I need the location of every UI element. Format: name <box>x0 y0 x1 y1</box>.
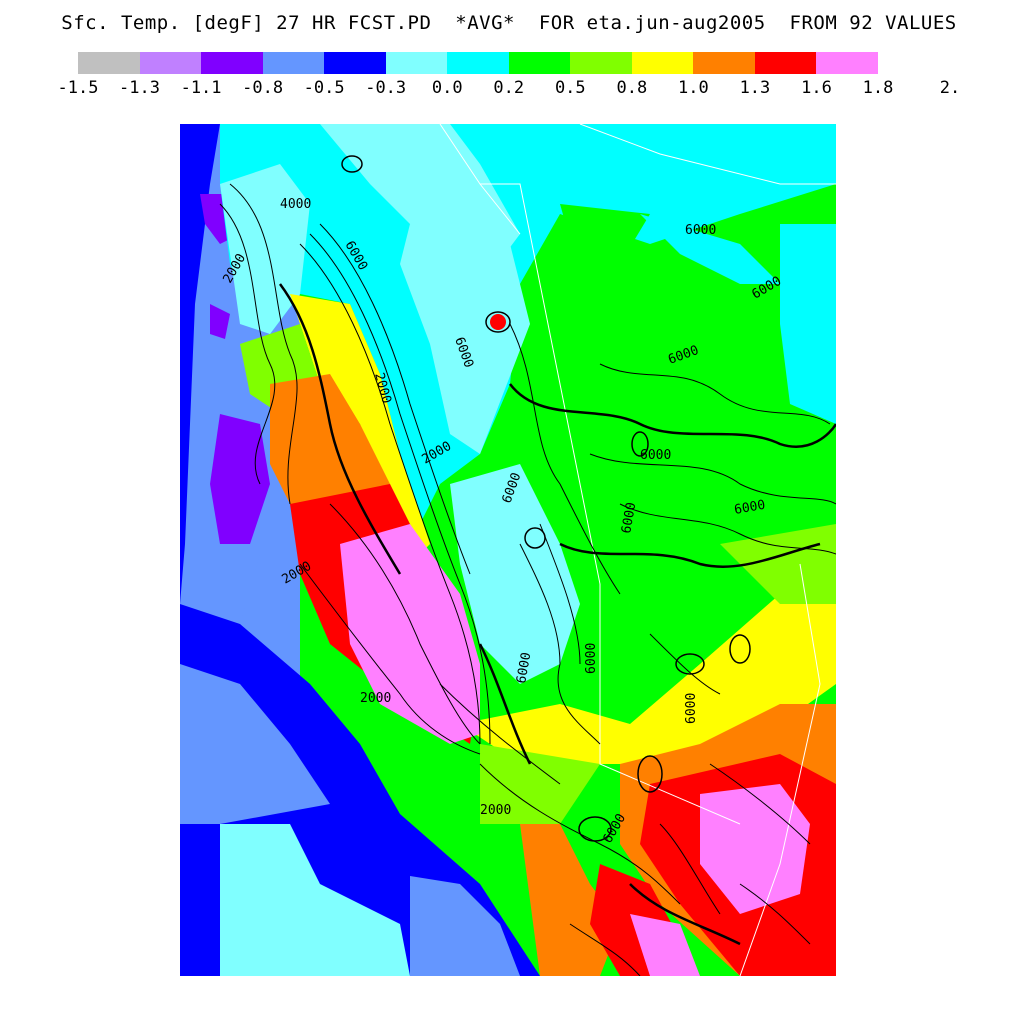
contour-label: 6000 <box>584 643 599 674</box>
legend-label: -1.5 <box>57 78 99 98</box>
legend-swatch <box>324 52 387 74</box>
region-orange-socal <box>520 824 620 976</box>
legend-label: -1.3 <box>119 78 161 98</box>
legend-swatch <box>262 52 325 74</box>
legend-swatch <box>693 52 756 74</box>
region-pink-arizona <box>700 784 810 914</box>
ocean-cornflower-south <box>410 876 520 976</box>
region-lightgreen-south <box>480 744 600 824</box>
legend-swatch <box>78 52 141 74</box>
map-canvas: 4000 2000 6000 2000 6000 2000 6000 6000 … <box>180 124 836 976</box>
contour-label: 2000 <box>360 691 391 706</box>
contour-label: 4000 <box>280 197 311 212</box>
map-title: Sfc. Temp. [degF] 27 HR FCST.PD *AVG* FO… <box>61 12 957 34</box>
region-cyan-east <box>780 224 836 424</box>
legend-label: -0.8 <box>242 78 284 98</box>
legend-label: -1.1 <box>180 78 222 98</box>
state-border-2 <box>480 183 741 825</box>
contour-label: 6000 <box>619 501 639 534</box>
region-lightcyan-east <box>400 224 530 454</box>
legend-label: -0.3 <box>365 78 407 98</box>
legend-swatch <box>201 52 264 74</box>
legend-label: 0.5 <box>554 78 586 98</box>
legend-label: 0.2 <box>493 78 525 98</box>
contour-label: 6000 <box>685 223 716 238</box>
contour-label: 2000 <box>480 803 511 818</box>
region-lightgreen-east <box>720 524 836 604</box>
legend-swatch <box>631 52 694 74</box>
region-orange-north-valley <box>270 374 400 524</box>
legend-swatch <box>570 52 633 74</box>
region-lightcyan-nevada <box>450 464 580 684</box>
region-pink-imperial <box>630 914 700 976</box>
hotspot-marker <box>490 314 506 330</box>
legend-label: 1.3 <box>739 78 771 98</box>
violet-patch-3 <box>210 414 270 544</box>
state-border-3 <box>579 124 836 185</box>
legend-label: -0.5 <box>303 78 345 98</box>
region-cyan-mid <box>640 214 780 284</box>
contour-label: 6000 <box>640 448 671 463</box>
contour-label: 6000 <box>684 693 699 724</box>
region-lightcyan-west <box>220 164 310 334</box>
legend-label: 1.8 <box>862 78 894 98</box>
violet-patch-2 <box>210 304 230 339</box>
legend-label: 1.6 <box>801 78 832 98</box>
legend-swatch <box>816 52 879 74</box>
color-legend-bar <box>78 52 879 74</box>
coast-cornflower <box>220 414 300 624</box>
ocean-cyan-south <box>220 824 410 976</box>
legend-swatch <box>385 52 448 74</box>
coastal-blue-north <box>180 124 220 604</box>
legend-label: 2. <box>939 78 961 98</box>
region-cyan-ne <box>650 124 836 234</box>
legend-label: 0.8 <box>616 78 648 98</box>
bold-contour-lines <box>278 283 836 946</box>
legend-label: 0.0 <box>431 78 463 98</box>
ocean-cornflower-mid <box>180 664 330 824</box>
contour-label: 6000 <box>733 498 766 518</box>
legend-swatch <box>139 52 202 74</box>
legend-swatch <box>754 52 817 74</box>
small-contour-rings <box>341 155 751 842</box>
temperature-map: 4000 2000 6000 2000 6000 2000 6000 6000 … <box>180 124 836 976</box>
contour-lines <box>219 183 836 976</box>
legend-label: 1.0 <box>678 78 709 98</box>
legend-swatch <box>447 52 510 74</box>
contour-label: 6000 <box>514 651 534 684</box>
legend-swatch <box>508 52 571 74</box>
region-green-idaho <box>560 204 650 274</box>
state-border-4 <box>739 563 821 976</box>
